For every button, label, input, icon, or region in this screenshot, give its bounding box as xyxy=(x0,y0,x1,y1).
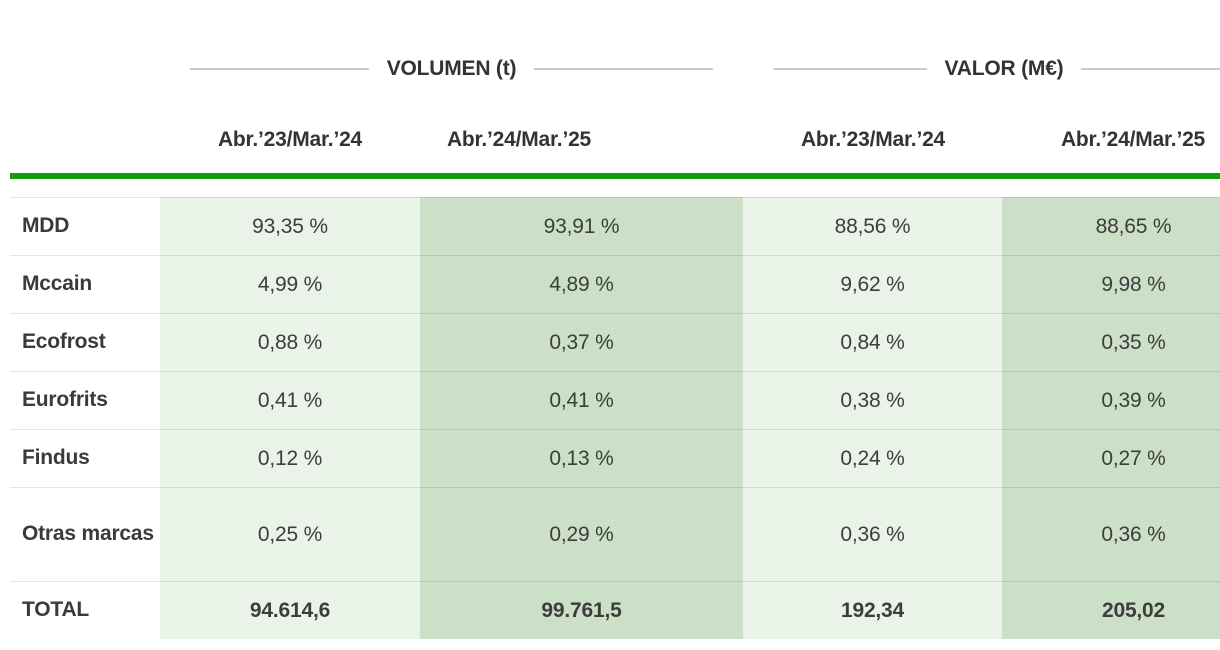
cell-valor-p1: 192,34 xyxy=(743,581,1002,639)
cell-volumen-p2: 93,91 % xyxy=(420,197,743,255)
table-row-total: TOTAL 94.614,6 99.761,5 192,34 205,02 xyxy=(10,581,1220,639)
cell-volumen-p2: 4,89 % xyxy=(420,255,743,313)
cell-valor-p1: 88,56 % xyxy=(743,197,1002,255)
cell-valor-p2: 0,39 % xyxy=(1002,371,1220,429)
row-label: Findus xyxy=(10,429,160,487)
column-header-volumen-period-2: Abr.’24/Mar.’25 xyxy=(446,128,592,151)
cell-valor-p1: 0,38 % xyxy=(743,371,1002,429)
left-rule-decoration xyxy=(773,68,927,70)
table-row-eurofrits: Eurofrits 0,41 % 0,41 % 0,38 % 0,39 % xyxy=(10,371,1220,429)
table-body: MDD 93,35 % 93,91 % 88,56 % 88,65 % Mcca… xyxy=(10,197,1220,639)
column-header-valor-period-1: Abr.’23/Mar.’24 xyxy=(800,128,946,151)
column-header-volumen-period-1: Abr.’23/Mar.’24 xyxy=(217,128,363,151)
cell-volumen-p1: 94.614,6 xyxy=(160,581,420,639)
table-row-mdd: MDD 93,35 % 93,91 % 88,56 % 88,65 % xyxy=(10,197,1220,255)
group-header-volumen: VOLUMEN (t) xyxy=(160,48,743,90)
column-header-valor-period-2: Abr.’24/Mar.’25 xyxy=(1060,128,1206,151)
cell-valor-p1: 0,36 % xyxy=(743,487,1002,581)
cell-valor-p2: 205,02 xyxy=(1002,581,1220,639)
cell-valor-p1: 0,84 % xyxy=(743,313,1002,371)
group-title-valor: VALOR (M€) xyxy=(944,57,1064,80)
cell-valor-p2: 88,65 % xyxy=(1002,197,1220,255)
group-header-valor: VALOR (M€) xyxy=(743,48,1220,90)
cell-volumen-p2: 0,13 % xyxy=(420,429,743,487)
cell-volumen-p1: 0,88 % xyxy=(160,313,420,371)
right-rule-decoration xyxy=(534,68,713,70)
cell-valor-p1: 9,62 % xyxy=(743,255,1002,313)
green-accent-rule xyxy=(10,173,1220,179)
right-rule-decoration xyxy=(1081,68,1220,70)
row-label: Eurofrits xyxy=(10,371,160,429)
cell-volumen-p1: 0,41 % xyxy=(160,371,420,429)
cell-volumen-p2: 0,29 % xyxy=(420,487,743,581)
cell-volumen-p2: 0,41 % xyxy=(420,371,743,429)
cell-volumen-p2: 0,37 % xyxy=(420,313,743,371)
cell-valor-p2: 0,36 % xyxy=(1002,487,1220,581)
cell-volumen-p1: 4,99 % xyxy=(160,255,420,313)
cell-valor-p2: 0,35 % xyxy=(1002,313,1220,371)
table-row-findus: Findus 0,12 % 0,13 % 0,24 % 0,27 % xyxy=(10,429,1220,487)
row-label: Mccain xyxy=(10,255,160,313)
row-label: Ecofrost xyxy=(10,313,160,371)
left-rule-decoration xyxy=(190,68,369,70)
cell-volumen-p2: 99.761,5 xyxy=(420,581,743,639)
cell-valor-p1: 0,24 % xyxy=(743,429,1002,487)
table-row-ecofrost: Ecofrost 0,88 % 0,37 % 0,84 % 0,35 % xyxy=(10,313,1220,371)
row-label: Otras marcas xyxy=(10,487,160,581)
cell-valor-p2: 0,27 % xyxy=(1002,429,1220,487)
row-label: MDD xyxy=(10,197,160,255)
cell-valor-p2: 9,98 % xyxy=(1002,255,1220,313)
table-row-otras-marcas: Otras marcas 0,25 % 0,29 % 0,36 % 0,36 % xyxy=(10,487,1220,581)
table-row-mccain: Mccain 4,99 % 4,89 % 9,62 % 9,98 % xyxy=(10,255,1220,313)
cell-volumen-p1: 0,25 % xyxy=(160,487,420,581)
cell-volumen-p1: 0,12 % xyxy=(160,429,420,487)
group-title-volumen: VOLUMEN (t) xyxy=(386,57,517,80)
cell-volumen-p1: 93,35 % xyxy=(160,197,420,255)
row-label: TOTAL xyxy=(10,581,160,639)
